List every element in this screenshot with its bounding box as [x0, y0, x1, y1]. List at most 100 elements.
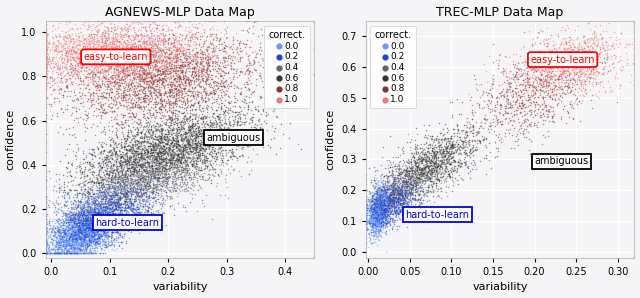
Point	[171, 89, 181, 93]
Point	[258, 107, 268, 111]
Point	[120, 151, 131, 156]
Point	[149, 156, 159, 161]
Point	[159, 106, 170, 111]
Point	[116, 165, 126, 170]
Point	[137, 196, 147, 201]
Point	[561, 58, 571, 63]
Point	[570, 66, 580, 71]
Point	[72, 214, 83, 219]
Point	[78, 234, 88, 238]
Point	[154, 176, 164, 180]
Point	[559, 75, 570, 80]
Point	[209, 99, 219, 104]
Point	[232, 49, 242, 54]
Point	[495, 111, 506, 116]
Point	[161, 162, 171, 166]
Point	[117, 125, 127, 130]
Point	[86, 220, 96, 225]
Point	[51, 251, 61, 256]
Point	[60, 249, 70, 254]
Point	[118, 114, 128, 119]
Point	[100, 51, 110, 55]
Point	[108, 216, 118, 221]
Point	[168, 142, 178, 147]
Point	[138, 84, 148, 89]
Point	[398, 176, 408, 181]
Point	[429, 171, 440, 176]
Point	[120, 46, 130, 51]
Point	[115, 64, 125, 69]
Point	[401, 201, 411, 205]
Point	[144, 39, 154, 44]
Point	[565, 53, 575, 58]
Point	[387, 209, 397, 213]
Point	[160, 179, 170, 183]
Point	[95, 94, 106, 98]
Point	[94, 215, 104, 220]
Point	[532, 102, 543, 107]
Point	[417, 173, 428, 178]
Point	[372, 208, 382, 213]
Point	[207, 36, 218, 41]
Point	[140, 39, 150, 44]
Point	[181, 144, 191, 149]
Point	[124, 39, 134, 44]
Point	[444, 154, 454, 159]
Point	[404, 177, 415, 182]
Point	[626, 72, 636, 77]
Point	[285, 121, 295, 126]
Point	[417, 145, 427, 150]
Point	[93, 187, 104, 192]
Point	[74, 224, 84, 229]
Point	[398, 188, 408, 193]
Point	[100, 40, 110, 45]
Point	[204, 123, 214, 128]
Point	[111, 207, 122, 212]
Point	[538, 84, 548, 89]
Point	[83, 230, 93, 235]
Point	[72, 245, 82, 250]
Point	[374, 228, 385, 233]
Point	[156, 131, 166, 136]
Point	[454, 172, 464, 177]
Point	[264, 87, 274, 92]
Point	[164, 66, 175, 71]
Point	[573, 55, 583, 60]
Point	[138, 80, 148, 85]
Point	[80, 214, 90, 218]
Point	[40, 47, 51, 52]
Point	[73, 231, 83, 236]
Point	[161, 161, 171, 166]
Point	[396, 192, 406, 197]
Point	[152, 169, 162, 173]
Point	[72, 242, 83, 246]
Point	[48, 247, 58, 252]
Point	[99, 194, 109, 199]
Point	[83, 199, 93, 204]
Point	[121, 74, 131, 79]
Point	[132, 228, 143, 233]
Point	[586, 36, 596, 41]
Point	[158, 69, 168, 74]
Point	[108, 199, 118, 204]
Point	[87, 218, 97, 222]
Point	[366, 199, 376, 204]
Point	[360, 182, 371, 187]
Point	[406, 183, 417, 188]
Point	[506, 69, 516, 74]
Point	[77, 32, 88, 37]
Point	[95, 221, 105, 225]
Point	[374, 220, 385, 225]
Point	[191, 132, 202, 137]
Point	[152, 179, 163, 184]
Point	[99, 207, 109, 212]
Point	[209, 156, 220, 161]
Point	[47, 248, 58, 253]
Point	[53, 72, 63, 77]
Point	[70, 245, 80, 250]
Point	[115, 19, 125, 24]
Point	[570, 72, 580, 76]
Point	[78, 44, 88, 48]
Point	[213, 39, 223, 44]
Point	[416, 173, 426, 178]
